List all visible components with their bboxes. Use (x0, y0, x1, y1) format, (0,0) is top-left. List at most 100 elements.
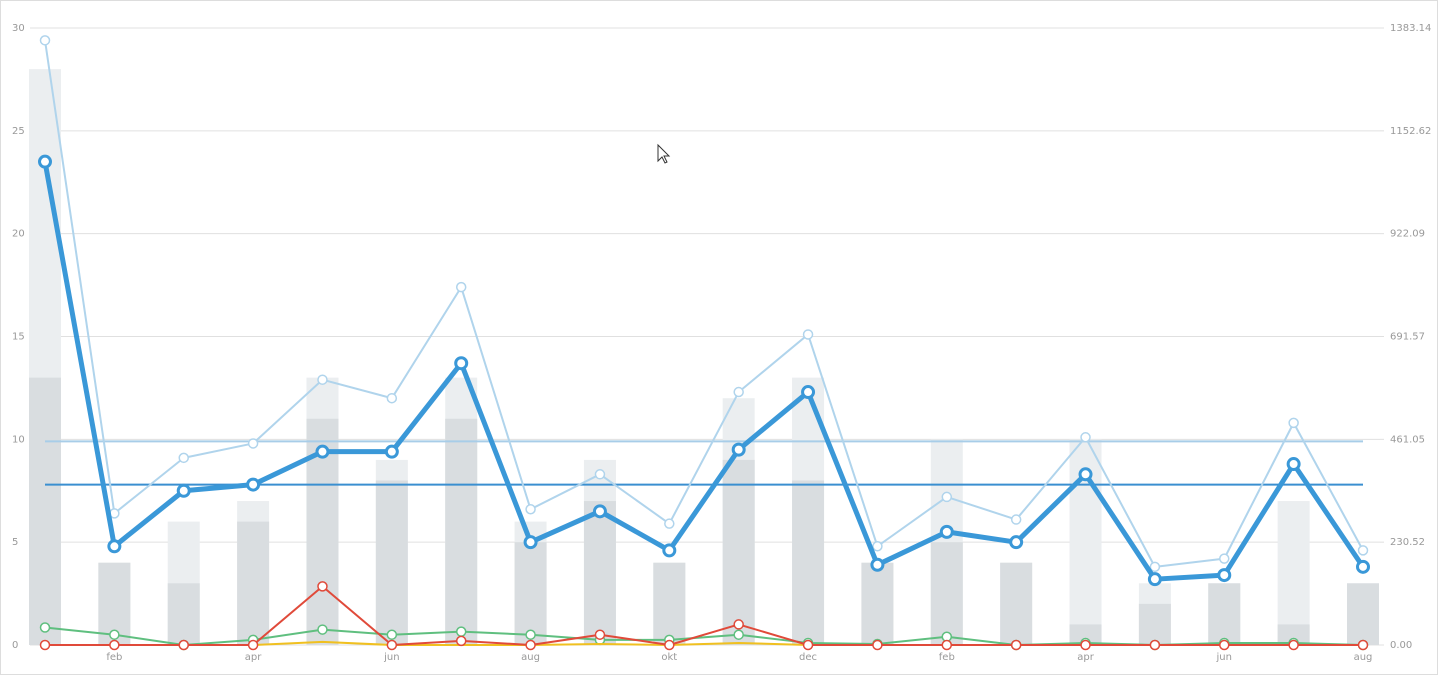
point (872, 541, 883, 552)
bar (29, 377, 61, 645)
point (664, 639, 675, 651)
y-tick-label: 10 (12, 434, 25, 445)
y2-tick-label: 1152.62 (1390, 126, 1431, 137)
point (1288, 639, 1299, 651)
bar (792, 480, 825, 645)
bar (445, 418, 478, 645)
line (45, 585, 1363, 646)
point (1356, 559, 1370, 574)
point (872, 639, 883, 651)
y2-tick-label: 0.00 (1390, 640, 1412, 651)
point (1149, 639, 1161, 651)
point (386, 639, 398, 651)
y-tick-label: 25 (12, 126, 25, 137)
point (733, 619, 744, 630)
point (941, 491, 953, 503)
x-tick-label: dec (799, 652, 817, 663)
point (1357, 639, 1369, 651)
y-tick-label: 0 (12, 640, 18, 651)
y2-tick-label: 691.57 (1390, 332, 1425, 343)
bar (722, 459, 755, 645)
point (870, 557, 885, 572)
x-tick-label: feb (939, 652, 955, 663)
point (525, 504, 536, 515)
bar (514, 542, 547, 645)
x-tick-label: okt (661, 652, 677, 663)
point (176, 483, 191, 498)
point (1286, 457, 1301, 472)
point (455, 635, 467, 647)
bar (1000, 562, 1033, 645)
y2-tick-label: 230.52 (1390, 537, 1425, 548)
point (594, 629, 606, 640)
x-tick-label: apr (245, 652, 262, 663)
point (455, 281, 467, 293)
point (1080, 639, 1091, 651)
cursor (657, 143, 671, 164)
bar (930, 542, 963, 645)
point (525, 629, 536, 640)
point (733, 386, 744, 398)
x-tick-label: feb (106, 652, 122, 663)
y-tick-label: 5 (12, 537, 18, 548)
point (1219, 553, 1230, 564)
bar (1138, 603, 1171, 645)
bar (861, 562, 894, 645)
point (801, 385, 816, 400)
point (1147, 572, 1162, 587)
x-tick-label: jun (1216, 652, 1232, 663)
bar (237, 521, 270, 645)
x-tick-label: apr (1077, 652, 1094, 663)
point (317, 374, 328, 385)
point (247, 438, 259, 449)
point (664, 518, 675, 529)
bar (1069, 624, 1102, 645)
point (1217, 568, 1232, 583)
point (1078, 467, 1093, 482)
point (178, 639, 189, 651)
point (39, 35, 51, 46)
point (939, 524, 954, 539)
point (1357, 545, 1369, 556)
point (39, 622, 51, 633)
point (802, 639, 814, 651)
point (592, 504, 607, 519)
point (386, 629, 398, 640)
point (1149, 561, 1161, 573)
point (454, 356, 469, 371)
x-tick-label: aug (1354, 652, 1373, 663)
point (1288, 417, 1299, 429)
bar (1277, 501, 1310, 645)
y-tick-label: 15 (12, 332, 25, 343)
point (107, 539, 122, 554)
bar (583, 501, 616, 645)
point (662, 543, 677, 558)
line (42, 161, 1366, 582)
bar (653, 562, 686, 645)
point (594, 469, 606, 480)
point (317, 624, 328, 635)
y2-tick-label: 461.05 (1390, 434, 1425, 445)
point (38, 154, 52, 169)
point (1010, 639, 1022, 651)
line (44, 40, 1364, 568)
point (246, 477, 261, 492)
bar (167, 583, 200, 645)
point (247, 639, 259, 651)
bar (1208, 583, 1241, 645)
point (178, 452, 189, 464)
point (1080, 432, 1091, 443)
point (384, 444, 399, 459)
point (109, 629, 120, 640)
x-tick-label: jun (383, 652, 399, 663)
y-tick-label: 20 (12, 229, 25, 240)
y-tick-label: 30 (12, 23, 25, 34)
point (386, 392, 398, 404)
point (1010, 514, 1022, 525)
point (733, 629, 744, 640)
x-tick-label: aug (521, 652, 540, 663)
point (1219, 639, 1230, 651)
point (1009, 535, 1024, 550)
